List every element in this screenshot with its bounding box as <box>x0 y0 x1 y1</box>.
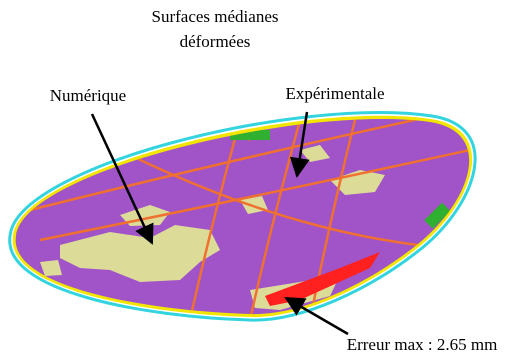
label-experimental: Expérimentale <box>285 84 384 103</box>
surface <box>0 90 506 330</box>
label-max-error: Erreur max : 2.65 mm <box>347 335 498 354</box>
label-numerical: Numérique <box>50 86 126 105</box>
title-line: déformées <box>180 32 251 51</box>
title-line: Surfaces médianes <box>152 7 279 26</box>
figure: Surfaces médianes déformées <box>0 0 506 362</box>
